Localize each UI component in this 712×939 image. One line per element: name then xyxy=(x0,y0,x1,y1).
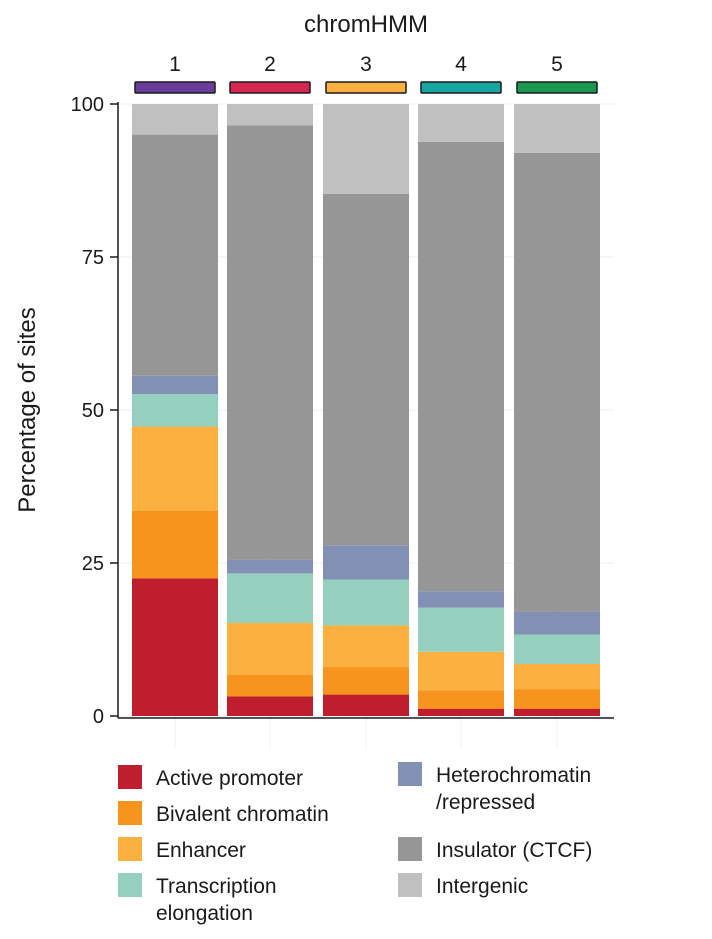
bar-segment-1-4 xyxy=(132,375,218,395)
y-tick-label-3: 75 xyxy=(82,247,104,269)
category-color-tab-4 xyxy=(420,81,502,94)
bar-segment-2-3 xyxy=(227,573,313,623)
bar-segment-3-5 xyxy=(323,193,409,546)
y-axis-label: Percentage of sites xyxy=(14,307,41,512)
bar-segment-5-2 xyxy=(514,663,600,690)
legend-label-0: Active promoter xyxy=(156,767,303,790)
bar-segment-3-0 xyxy=(323,694,409,716)
legend: Active promoter Bivalent chromatin Enhance… xyxy=(118,762,592,925)
bar-segment-4-5 xyxy=(418,141,504,592)
y-tick-label-2: 50 xyxy=(82,400,104,422)
category-label-2: 2 xyxy=(264,53,276,76)
category-label-3: 3 xyxy=(360,53,372,76)
category-color-tab-2 xyxy=(229,81,311,94)
bar-segment-4-3 xyxy=(418,607,504,652)
category-header: chromHMM 1 2 3 4 5 xyxy=(134,11,598,94)
category-label-1: 1 xyxy=(169,53,181,76)
bars xyxy=(132,104,600,716)
bar-segment-2-1 xyxy=(227,674,313,697)
bar-segment-5-5 xyxy=(514,152,600,612)
legend-label-5: Insulator (CTCF) xyxy=(436,839,592,862)
legend-label-2: Enhancer xyxy=(156,839,246,862)
bar-segment-1-3 xyxy=(132,394,218,427)
bar-segment-5-4 xyxy=(514,611,600,635)
bar-segment-4-2 xyxy=(418,651,504,691)
bar-segment-5-1 xyxy=(514,689,600,709)
bar-segment-2-6 xyxy=(227,104,313,126)
category-color-tab-5 xyxy=(516,81,598,94)
bar-segment-1-2 xyxy=(132,426,218,511)
bar-segment-1-1 xyxy=(132,510,218,579)
legend-label-1: Bivalent chromatin xyxy=(156,803,329,826)
category-color-tab-1 xyxy=(134,81,216,94)
legend-label-4-line-1: /repressed xyxy=(436,791,535,814)
bar-segment-2-0 xyxy=(227,696,313,716)
bar-segment-4-0 xyxy=(418,708,504,716)
legend-label-3-line-1: elongation xyxy=(156,902,253,925)
bar-segment-3-2 xyxy=(323,625,409,668)
axes: 0 25 50 75 100 Percentage of sites xyxy=(14,94,614,728)
legend-swatch-5 xyxy=(398,837,422,861)
bar-segment-3-1 xyxy=(323,667,409,695)
bar-segment-1-6 xyxy=(132,104,218,135)
category-label-5: 5 xyxy=(551,53,563,76)
bar-segment-1-0 xyxy=(132,578,218,716)
bar-segment-4-1 xyxy=(418,690,504,709)
bar-segment-2-2 xyxy=(227,622,313,675)
legend-swatch-3 xyxy=(118,873,142,897)
chart-title: chromHMM xyxy=(304,11,428,38)
legend-label-6: Intergenic xyxy=(436,875,528,898)
y-tick-label-1: 25 xyxy=(82,553,104,575)
legend-swatch-6 xyxy=(398,873,422,897)
bar-segment-5-0 xyxy=(514,708,600,716)
bar-segment-3-3 xyxy=(323,579,409,626)
bar-segment-4-4 xyxy=(418,591,504,608)
y-tick-label-4: 100 xyxy=(71,94,104,116)
legend-swatch-4 xyxy=(398,762,422,786)
y-tick-label-0: 0 xyxy=(93,706,104,728)
bar-segment-2-5 xyxy=(227,125,313,560)
bar-segment-3-4 xyxy=(323,545,409,580)
legend-label-4-line-0: Heterochromatin xyxy=(436,764,591,787)
bar-segment-5-3 xyxy=(514,634,600,664)
bar-segment-3-6 xyxy=(323,104,409,194)
legend-swatch-2 xyxy=(118,837,142,861)
bar-segment-1-5 xyxy=(132,134,218,376)
bar-segment-2-4 xyxy=(227,559,313,574)
bar-segment-4-6 xyxy=(418,104,504,142)
bar-segment-5-6 xyxy=(514,104,600,153)
legend-swatch-1 xyxy=(118,801,142,825)
legend-swatch-0 xyxy=(118,765,142,789)
category-label-4: 4 xyxy=(455,53,467,76)
category-color-tab-3 xyxy=(325,81,407,94)
legend-label-3-line-0: Transcription xyxy=(156,875,277,898)
